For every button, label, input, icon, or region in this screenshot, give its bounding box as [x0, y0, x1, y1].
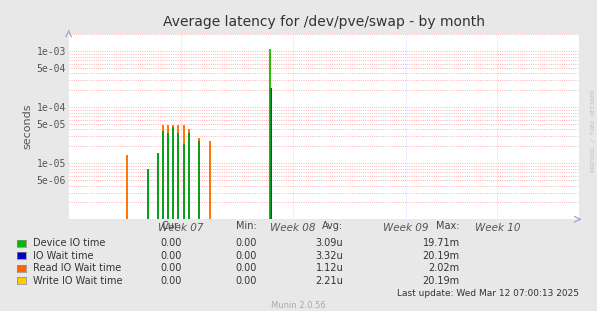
Text: 3.32u: 3.32u	[316, 251, 343, 261]
Text: 0.00: 0.00	[161, 276, 182, 285]
Text: 0.00: 0.00	[235, 251, 257, 261]
Text: 0.00: 0.00	[161, 238, 182, 248]
Text: 20.19m: 20.19m	[423, 276, 460, 285]
Text: RRDTOOL / TOBI OETIKER: RRDTOOL / TOBI OETIKER	[590, 89, 595, 172]
Text: Avg:: Avg:	[322, 220, 343, 230]
Text: 19.71m: 19.71m	[423, 238, 460, 248]
Text: Device IO time: Device IO time	[33, 238, 105, 248]
Text: 3.09u: 3.09u	[316, 238, 343, 248]
Text: 2.02m: 2.02m	[429, 263, 460, 273]
Text: 0.00: 0.00	[235, 263, 257, 273]
Text: 0.00: 0.00	[161, 251, 182, 261]
Text: Last update: Wed Mar 12 07:00:13 2025: Last update: Wed Mar 12 07:00:13 2025	[397, 289, 579, 298]
Text: 20.19m: 20.19m	[423, 251, 460, 261]
Text: 1.12u: 1.12u	[316, 263, 343, 273]
Text: Cur:: Cur:	[162, 220, 182, 230]
Text: 0.00: 0.00	[161, 263, 182, 273]
Y-axis label: seconds: seconds	[22, 104, 32, 150]
Text: Max:: Max:	[436, 220, 460, 230]
Text: IO Wait time: IO Wait time	[33, 251, 93, 261]
Text: Write IO Wait time: Write IO Wait time	[33, 276, 122, 285]
Text: 0.00: 0.00	[235, 238, 257, 248]
Title: Average latency for /dev/pve/swap - by month: Average latency for /dev/pve/swap - by m…	[163, 15, 485, 29]
Text: 0.00: 0.00	[235, 276, 257, 285]
Text: Read IO Wait time: Read IO Wait time	[33, 263, 121, 273]
Text: Min:: Min:	[236, 220, 257, 230]
Text: 2.21u: 2.21u	[315, 276, 343, 285]
Text: Munin 2.0.56: Munin 2.0.56	[271, 301, 326, 310]
